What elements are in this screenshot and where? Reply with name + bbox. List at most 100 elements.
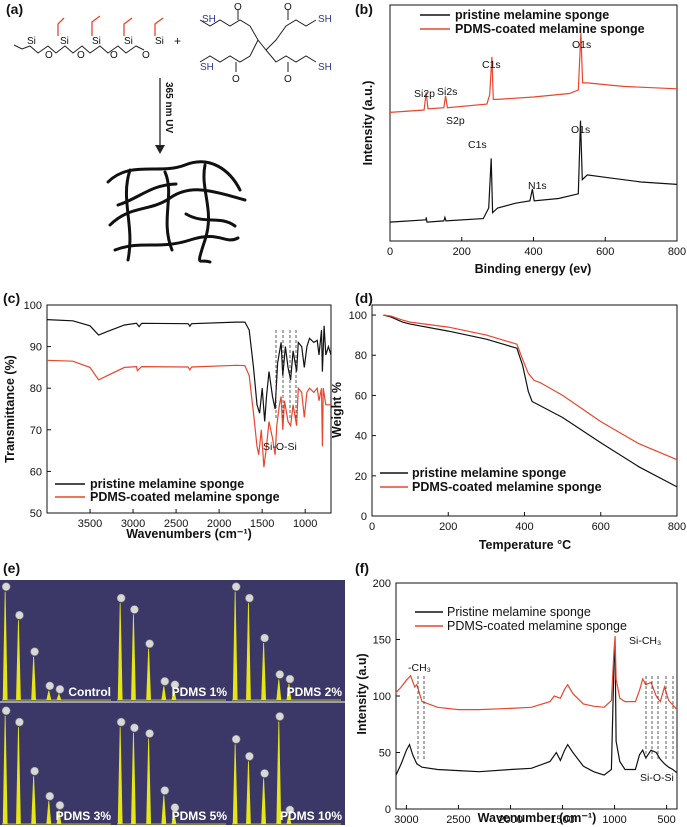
atom-si-2: Si — [60, 36, 69, 47]
series-f-1 — [395, 636, 678, 711]
annot-n1s: N1s — [528, 180, 547, 192]
series-b-1 — [389, 33, 678, 113]
legend-c-label-0: pristine melamine sponge — [90, 477, 244, 491]
eds-peak-marker-1-2 — [145, 639, 154, 649]
legend-b-label-1: PDMS-coated melamine sponge — [455, 22, 645, 36]
siloxane-atoms: Si O Si O Si O Si O Si — [27, 36, 164, 61]
chart-b-xlabel: Binding energy (ev) — [475, 262, 592, 276]
chart-d-xlabel: Temperature °C — [479, 538, 571, 552]
chart-b-frame — [389, 4, 678, 242]
chart-f-series — [395, 636, 678, 776]
panel-d: (d) 0 200 400 600 800 0 20 40 60 80 100 pristine m… — [330, 290, 686, 552]
series-d-1 — [383, 314, 678, 461]
atom-o-1: O — [45, 50, 53, 61]
xtick-label-d-2: 400 — [515, 521, 533, 533]
eds-spectrum-4 — [117, 727, 226, 825]
eds-label-pdms-10: PDMS 10% — [280, 809, 342, 823]
ytick-label-d-0: 0 — [361, 511, 367, 523]
eds-peak-marker-0-2 — [30, 647, 39, 656]
atom-si-3: Si — [92, 36, 101, 47]
eds-peak-marker-3-0 — [1, 706, 11, 716]
atom-si-5: Si — [155, 36, 164, 47]
legend-c-label-1: PDMS-coated melamine sponge — [90, 490, 280, 504]
annot-si-ch3: Si-CH₃ — [629, 635, 661, 647]
panel-e-label: (e) — [3, 560, 20, 576]
siloxane-backbone — [13, 44, 145, 54]
eds-peak-marker-0-3 — [45, 681, 55, 691]
xtick-label-d-1: 200 — [439, 521, 457, 533]
panel-d-label: (d) — [355, 290, 373, 306]
thiol-crosslinker — [199, 10, 317, 72]
annot-si-o-si-f: Si-O-Si — [640, 772, 674, 784]
annot-c1s-pristine: C1s — [468, 139, 487, 151]
atom-o-3: O — [110, 50, 118, 61]
eds-peak-marker-3-4 — [55, 801, 65, 810]
panel-c: (c) 3500 3000 2500 2000 1500 1000 50 60 70 80 90 10… — [3, 290, 332, 541]
eds-peak-marker-4-2 — [145, 729, 154, 738]
eds-label-control: Control — [68, 685, 111, 699]
eds-peak-marker-2-4 — [285, 674, 295, 684]
eds-peak-marker-4-0 — [116, 717, 126, 727]
plus-sign: + — [174, 34, 181, 48]
xtick-label-c-5: 1000 — [293, 518, 317, 530]
ytick-label-c-0: 50 — [30, 508, 42, 520]
eds-peak-marker-1-0 — [116, 593, 126, 603]
ytick-label-c-2: 70 — [30, 425, 42, 437]
eds-peak-marker-5-1 — [245, 751, 254, 761]
annot-s2p: S2p — [446, 115, 465, 127]
chart-d-ticks: 0 200 400 600 800 0 20 40 60 80 100 — [349, 310, 687, 533]
chart-c-legend: pristine melamine sponge PDMS-coated mel… — [55, 477, 280, 504]
arrow-head — [155, 145, 165, 154]
ytick-label-c-4: 90 — [30, 342, 42, 354]
eds-peak-marker-2-0 — [231, 582, 241, 592]
xtick-label-b-1: 200 — [453, 246, 471, 258]
xtick-label-c-0: 3500 — [78, 518, 102, 530]
chart-b-ylabel: Intensity (a.u.) — [361, 81, 375, 166]
eds-peak-marker-2-2 — [260, 633, 269, 643]
xtick-label-d-4: 800 — [668, 521, 686, 533]
oxygen-3: O — [232, 74, 240, 85]
legend-d-label-0: pristine melamine sponge — [412, 466, 566, 480]
xtick-label-f-4: 1000 — [602, 814, 626, 826]
annot-si2p: Si2p — [414, 88, 435, 100]
ytick-label-c-1: 60 — [30, 466, 42, 478]
carbonyl-oxygens: O O O O — [232, 2, 292, 85]
chart-b-annotations: Si2p Si2s S2p C1s O1s C1s N1s O1s — [414, 39, 591, 192]
eds-label-pdms-1: PDMS 1% — [172, 685, 228, 699]
annot-o1s-pristine: O1s — [571, 124, 590, 136]
eds-peak-marker-5-3 — [275, 712, 285, 721]
panel-f: (f) 3000 2500 2000 1500 1000 500050100150200 … — [355, 560, 678, 826]
xtick-label-f-1: 2500 — [446, 814, 470, 826]
atom-si-4: Si — [124, 36, 133, 47]
ytick-label-d-1: 20 — [355, 471, 367, 483]
series-b-0 — [389, 120, 678, 223]
vinyl-group-3 — [123, 17, 133, 36]
vinyl-group-2 — [91, 15, 101, 36]
ytick-label-f-2: 100 — [373, 691, 391, 703]
thiol-sh-2: SH — [318, 14, 332, 25]
xtick-label-b-4: 800 — [668, 246, 686, 258]
eds-spectrum-2 — [232, 591, 341, 701]
eds-peak-marker-0-4 — [55, 684, 65, 694]
annot-c1s-pdms: C1s — [482, 59, 501, 71]
chart-d-ylabel: Weight % — [330, 382, 344, 438]
chart-c-ticks: 3500 3000 2500 2000 1500 1000 50 60 70 80 90 100 — [24, 300, 318, 530]
xtick-label-d-0: 0 — [369, 521, 375, 533]
eds-peak-marker-4-4 — [170, 803, 180, 812]
xtick-label-f-0: 3000 — [394, 814, 418, 826]
panel-e: (e) Control PDMS 1% PDMS 2% PDMS 3% PDMS… — [0, 560, 345, 825]
eds-peak-marker-4-1 — [130, 723, 139, 733]
chart-f-legend: Pristine melamine sponge PDMS-coated mel… — [415, 605, 627, 633]
chart-c-xlabel: Wavenumbers (cm⁻¹) — [126, 527, 252, 541]
thiol-sh-1: SH — [202, 14, 216, 25]
eds-peak-marker-5-2 — [260, 769, 269, 778]
chart-d-legend: pristine melamine sponge PDMS-coated mel… — [380, 466, 602, 494]
chart-c-ylabel: Transmittance (%) — [3, 355, 17, 463]
oxygen-1: O — [234, 2, 242, 13]
atom-o-4: O — [142, 50, 150, 61]
crosslinked-network — [106, 160, 247, 264]
oxygen-2: O — [284, 2, 292, 13]
eds-peak-marker-5-4 — [285, 805, 295, 815]
eds-peak-marker-3-2 — [30, 766, 39, 776]
